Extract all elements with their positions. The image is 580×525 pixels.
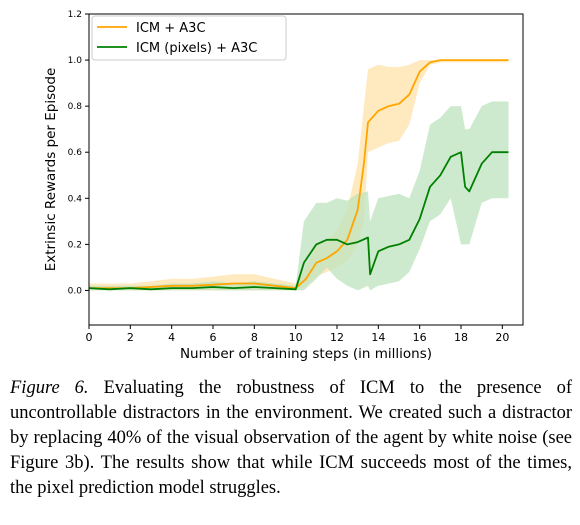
y-tick-label: 1.0 [68,56,83,66]
legend-box [91,15,287,61]
x-tick-label: 0 [86,331,93,344]
x-tick-label: 18 [454,331,468,344]
x-tick-label: 2 [127,331,134,344]
line-icm-a3c [89,59,509,290]
figure-label: Figure 6. [10,378,89,398]
legend-entry-icm-a3c: ICM + A3C [136,21,206,36]
x-tick-label: 8 [251,331,258,344]
chart: 0 2 4 6 8 10 12 14 16 18 20 0.00.20.40.60.81.01.2 … [43,10,524,362]
y-tick-label: 0.0 [68,286,83,296]
plot-frame [88,13,524,326]
x-tick-label: 12 [330,331,344,344]
x-axis-label: Number of training steps (in millions) [180,346,432,362]
y-axis-label: Extrinsic Rewards per Episode [43,68,59,272]
band-icm-pixels-a3c [89,101,509,291]
line-icm-pixels-a3c [88,151,509,291]
y-tick-label: 0.2 [68,240,82,250]
x-axis-ticks: 0 2 4 6 8 10 12 14 16 18 20 [86,325,509,344]
x-tick-label: 6 [210,331,217,344]
x-tick-label: 10 [289,331,303,344]
series-lines [88,59,509,291]
x-tick-label: 14 [371,331,385,344]
caption-text: Evaluating the robustness of ICM to the … [10,378,572,498]
y-tick-label: 0.8 [68,102,83,112]
confidence-bands [89,60,509,291]
y-tick-label: 1.2 [68,10,82,20]
legend: ICM + A3C ICM (pixels) + A3C [91,15,287,61]
y-tick-label: 0.6 [68,148,83,158]
x-tick-label: 4 [168,331,175,344]
y-tick-label: 0.4 [68,194,83,204]
y-axis-ticks: 0.0 0.2 0.4 0.6 0.8 1.0 1.2 [68,10,89,296]
x-tick-label: 16 [413,331,427,344]
legend-entry-icm-pixels-a3c: ICM (pixels) + A3C [136,41,257,56]
figure-caption: Figure 6. Evaluating the robustness of I… [10,376,572,501]
x-tick-label: 20 [495,331,509,344]
band-icm-a3c [89,60,509,291]
